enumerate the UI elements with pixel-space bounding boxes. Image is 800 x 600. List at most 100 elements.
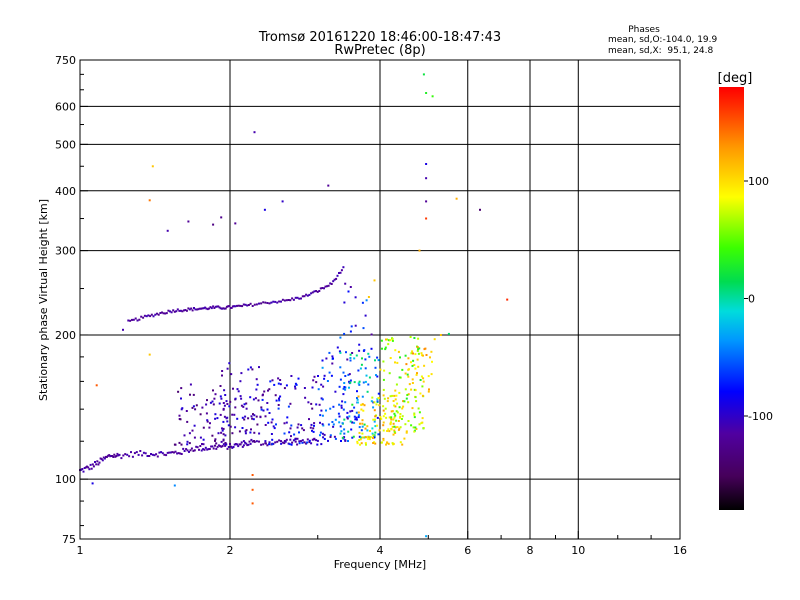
data-point [404, 372, 407, 375]
data-point [194, 408, 197, 411]
data-point [165, 312, 168, 315]
data-point [394, 414, 397, 417]
data-point [419, 392, 422, 395]
data-point [361, 432, 364, 435]
data-point [279, 383, 282, 386]
data-point [285, 299, 288, 302]
data-point [208, 448, 211, 450]
data-point [394, 426, 397, 429]
data-point [416, 358, 419, 361]
data-point [247, 417, 250, 420]
data-point [413, 430, 416, 433]
data-point [339, 378, 342, 381]
data-point [339, 336, 342, 339]
data-point [191, 309, 194, 312]
data-point [264, 415, 267, 418]
data-point [411, 350, 414, 353]
data-point [367, 296, 370, 298]
data-point [420, 352, 423, 355]
data-point [373, 420, 376, 423]
data-point [294, 440, 297, 443]
data-point [391, 425, 394, 428]
data-point [423, 364, 426, 367]
data-point [322, 385, 325, 388]
data-point [200, 449, 203, 452]
data-point [234, 222, 237, 225]
data-point [404, 354, 407, 357]
data-point [362, 381, 365, 384]
data-point [352, 435, 355, 438]
data-point [408, 383, 411, 386]
data-point [178, 441, 181, 444]
data-point [274, 441, 277, 444]
data-point [365, 443, 367, 446]
data-point [120, 457, 123, 460]
data-point [268, 412, 271, 414]
data-point [268, 388, 271, 391]
x-tick-label: 1 [77, 544, 84, 557]
data-point [378, 429, 381, 432]
data-point [108, 454, 111, 457]
data-point [479, 208, 481, 211]
data-point [220, 397, 223, 400]
data-point [244, 430, 247, 433]
data-point [190, 307, 193, 310]
data-point [350, 325, 353, 328]
data-point [300, 440, 302, 443]
data-point [239, 443, 242, 446]
data-point [367, 352, 370, 355]
data-point [351, 352, 354, 354]
data-point [222, 407, 225, 410]
data-point [184, 309, 187, 311]
data-point [356, 390, 358, 393]
data-point [324, 285, 327, 288]
data-point [344, 282, 347, 285]
data-point [395, 419, 398, 422]
data-point [226, 367, 229, 370]
data-point [236, 304, 238, 307]
data-point [283, 442, 286, 445]
data-point [186, 443, 189, 446]
data-point [227, 446, 230, 448]
data-point [94, 461, 96, 463]
data-point [401, 368, 404, 371]
data-point [128, 455, 131, 458]
data-point [262, 409, 265, 412]
data-point [193, 307, 195, 309]
data-point [179, 309, 182, 312]
data-point [390, 410, 393, 413]
data-point [278, 300, 281, 303]
data-point [340, 430, 343, 433]
data-point [342, 371, 345, 374]
data-point [285, 384, 288, 387]
data-point [203, 448, 206, 451]
data-point [382, 415, 385, 418]
data-point [422, 354, 424, 357]
data-point [359, 443, 361, 446]
data-point [425, 163, 428, 165]
data-point [185, 448, 188, 451]
data-point [215, 447, 218, 450]
data-point [242, 444, 245, 447]
data-point [320, 409, 323, 412]
data-point [206, 308, 209, 311]
data-point [81, 468, 84, 470]
data-point [344, 375, 347, 377]
colorbar-tick-label: 0 [748, 293, 755, 306]
data-point [298, 297, 301, 300]
data-point [386, 400, 389, 403]
data-point [316, 443, 319, 446]
x-tick-label: 6 [464, 544, 471, 557]
data-point [331, 421, 334, 423]
data-point [274, 394, 277, 397]
data-point [340, 440, 342, 442]
data-point [368, 438, 371, 441]
data-point [253, 431, 256, 434]
data-point [394, 398, 397, 401]
data-point [249, 366, 252, 369]
data-point [283, 387, 286, 390]
data-point [230, 445, 233, 448]
data-point [201, 406, 204, 409]
data-point [151, 165, 154, 168]
data-point [399, 413, 402, 415]
